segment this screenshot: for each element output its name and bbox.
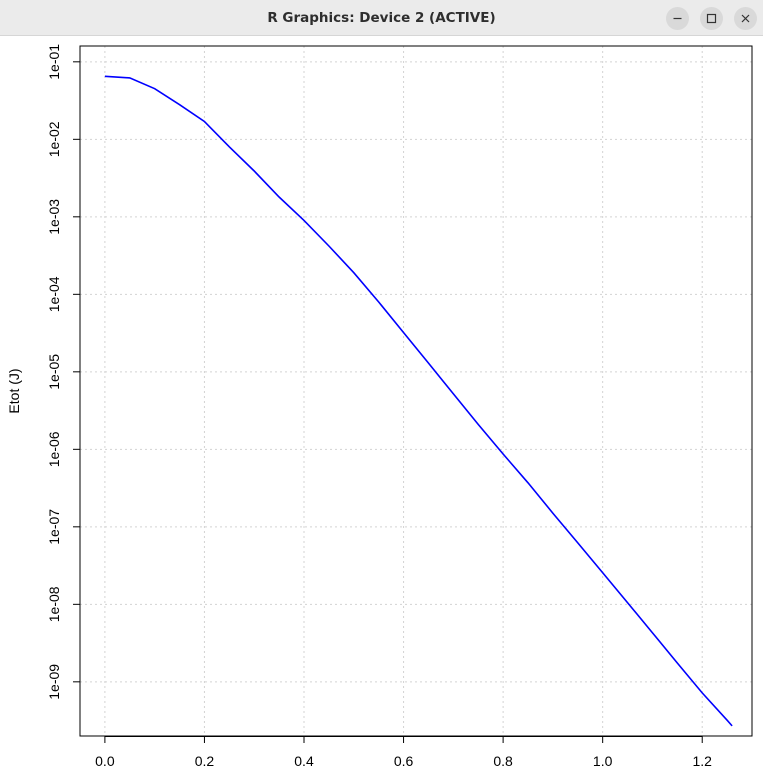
minimize-icon <box>673 17 682 20</box>
x-axis: 0.0 0.2 0.4 0.6 0.8 1.0 1.2 <box>95 736 712 769</box>
title-bar[interactable]: R Graphics: Device 2 (ACTIVE) <box>0 0 763 36</box>
y-tick-label: 1e-05 <box>46 354 62 390</box>
y-tick-label: 1e-03 <box>46 199 62 235</box>
window-title: R Graphics: Device 2 (ACTIVE) <box>267 10 496 26</box>
maximize-button[interactable] <box>700 7 723 30</box>
maximize-icon <box>706 13 717 24</box>
series-line <box>104 75 733 727</box>
x-tick-label: 0.2 <box>195 753 215 769</box>
y-tick-label: 1e-02 <box>46 121 62 157</box>
y-tick-label: 1e-04 <box>46 276 62 312</box>
x-tick-label: 1.2 <box>692 753 712 769</box>
y-tick-label: 1e-01 <box>46 44 62 80</box>
y-tick-label: 1e-07 <box>46 509 62 545</box>
close-icon <box>741 14 750 23</box>
y-tick-label: 1e-06 <box>46 431 62 467</box>
y-axis-label: Etot (J) <box>6 368 22 413</box>
y-tick-label: 1e-09 <box>46 664 62 700</box>
series-layer <box>104 75 733 727</box>
x-tick-label: 0.8 <box>493 753 513 769</box>
grid-lines <box>80 46 752 736</box>
plot-area: 0.0 0.2 0.4 0.6 0.8 1.0 1.2 1e-01 1e-02 1e-03 1e-… <box>0 36 763 771</box>
x-tick-label: 0.0 <box>95 753 115 769</box>
etot-chart: 0.0 0.2 0.4 0.6 0.8 1.0 1.2 1e-011e-021e-031e-… <box>6 44 753 769</box>
x-tick-label: 1.0 <box>593 753 613 769</box>
minimize-button[interactable] <box>666 7 689 30</box>
y-axis: 1e-01 1e-02 1e-03 1e-04 1e-05 1e-06 1e-07 1e-08… <box>46 44 80 700</box>
x-tick-label: 0.4 <box>294 753 314 769</box>
x-tick-label: 0.6 <box>394 753 414 769</box>
close-button[interactable] <box>734 7 757 30</box>
y-tick-label: 1e-08 <box>46 586 62 622</box>
